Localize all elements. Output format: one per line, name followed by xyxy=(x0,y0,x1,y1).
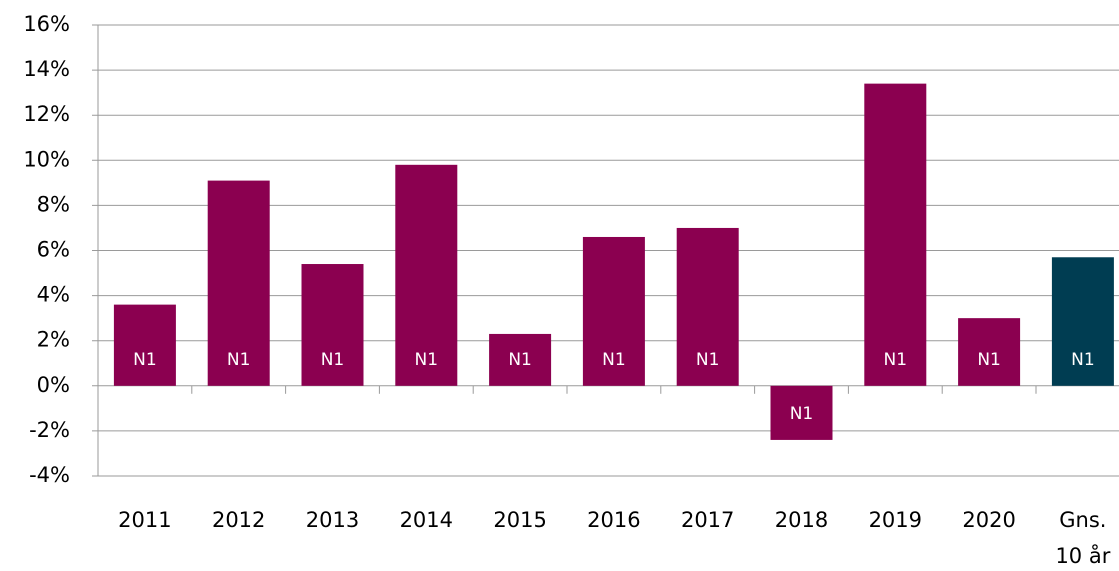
data-label: N1 xyxy=(415,350,439,370)
y-tick-label: 14% xyxy=(23,57,70,81)
bar xyxy=(207,180,270,386)
y-tick-label: 12% xyxy=(23,102,70,126)
data-label: N1 xyxy=(884,350,908,370)
y-tick-label: 10% xyxy=(23,147,70,171)
data-label: N1 xyxy=(977,350,1001,370)
data-label: N1 xyxy=(321,350,345,370)
y-tick-label: -2% xyxy=(29,418,70,442)
bar xyxy=(676,227,739,386)
data-label: N1 xyxy=(227,350,251,370)
x-tick-label: 2018 xyxy=(774,508,829,532)
x-tick-label: Gns. 10 år xyxy=(1055,508,1111,568)
data-label: N1 xyxy=(1071,350,1095,370)
bar xyxy=(301,264,364,386)
bar xyxy=(770,385,833,440)
data-label: N1 xyxy=(508,350,532,370)
x-tick-label: 2019 xyxy=(868,508,923,532)
x-tick-label: 2011 xyxy=(118,508,172,532)
bar xyxy=(395,164,458,386)
x-tick-label: 2017 xyxy=(680,508,735,532)
y-tick-label: -4% xyxy=(29,463,70,487)
data-label: N1 xyxy=(133,350,157,370)
y-tick-label: 8% xyxy=(37,192,70,216)
bar xyxy=(489,333,552,386)
y-tick-label: 0% xyxy=(37,373,70,397)
data-label: N1 xyxy=(602,350,626,370)
x-tick-label: 2015 xyxy=(493,508,547,532)
x-tick-label: 2014 xyxy=(399,508,454,532)
bar xyxy=(864,83,927,386)
bar xyxy=(958,318,1021,386)
x-tick-label: 2016 xyxy=(587,508,641,532)
bar xyxy=(113,304,176,386)
data-label: N1 xyxy=(790,404,814,424)
bar xyxy=(582,236,645,386)
y-tick-label: 6% xyxy=(37,238,70,262)
x-tick-label: 2013 xyxy=(305,508,360,532)
data-label: N1 xyxy=(696,350,720,370)
x-tick-label: 2012 xyxy=(211,508,266,532)
y-tick-label: 2% xyxy=(37,328,70,352)
x-tick-label: 2020 xyxy=(962,508,1016,532)
y-tick-label: 4% xyxy=(37,283,70,307)
bar xyxy=(1051,257,1114,386)
y-tick-label: 16% xyxy=(23,12,70,36)
